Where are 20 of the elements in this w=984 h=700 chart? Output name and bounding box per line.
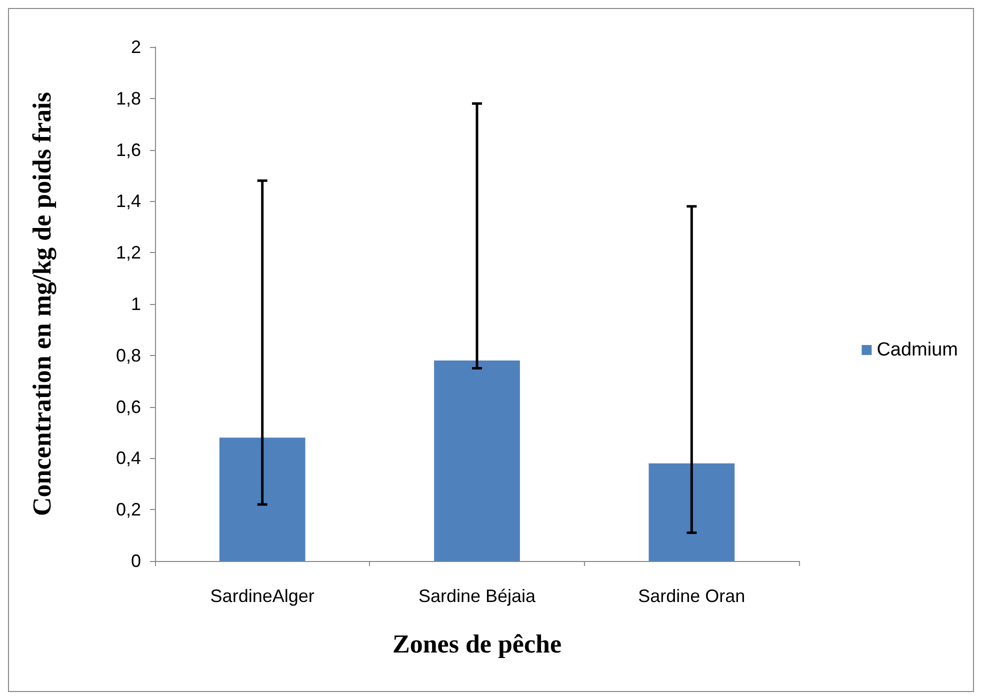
y-tick-label: 1 [130,294,141,314]
bar [219,438,306,561]
y-tick-label: 0 [130,551,141,571]
y-tick-label: 2 [130,37,141,57]
bar [434,360,520,561]
y-tick-label: 0,2 [116,500,141,520]
x-tick-label: Sardine Béjaia [418,586,537,606]
x-tick-label: SardineAlger [210,586,314,606]
legend-label: Cadmium [876,340,958,360]
y-tick-label: 1,6 [116,140,141,160]
y-tick-label: 0,8 [116,345,141,366]
y-tick-label: 1,2 [116,242,141,263]
y-tick-label: 0,4 [116,448,141,468]
y-tick-label: 1,8 [116,88,141,108]
x-tick-label: Sardine Oran [638,586,746,606]
y-tick-label: 0,6 [116,396,141,417]
x-axis-title: Zones de pêche [392,630,562,658]
y-tick-label: 1,4 [116,191,141,212]
bar [648,463,735,561]
y-axis-title: Concentration en mg/kg de poids frais [28,92,56,516]
